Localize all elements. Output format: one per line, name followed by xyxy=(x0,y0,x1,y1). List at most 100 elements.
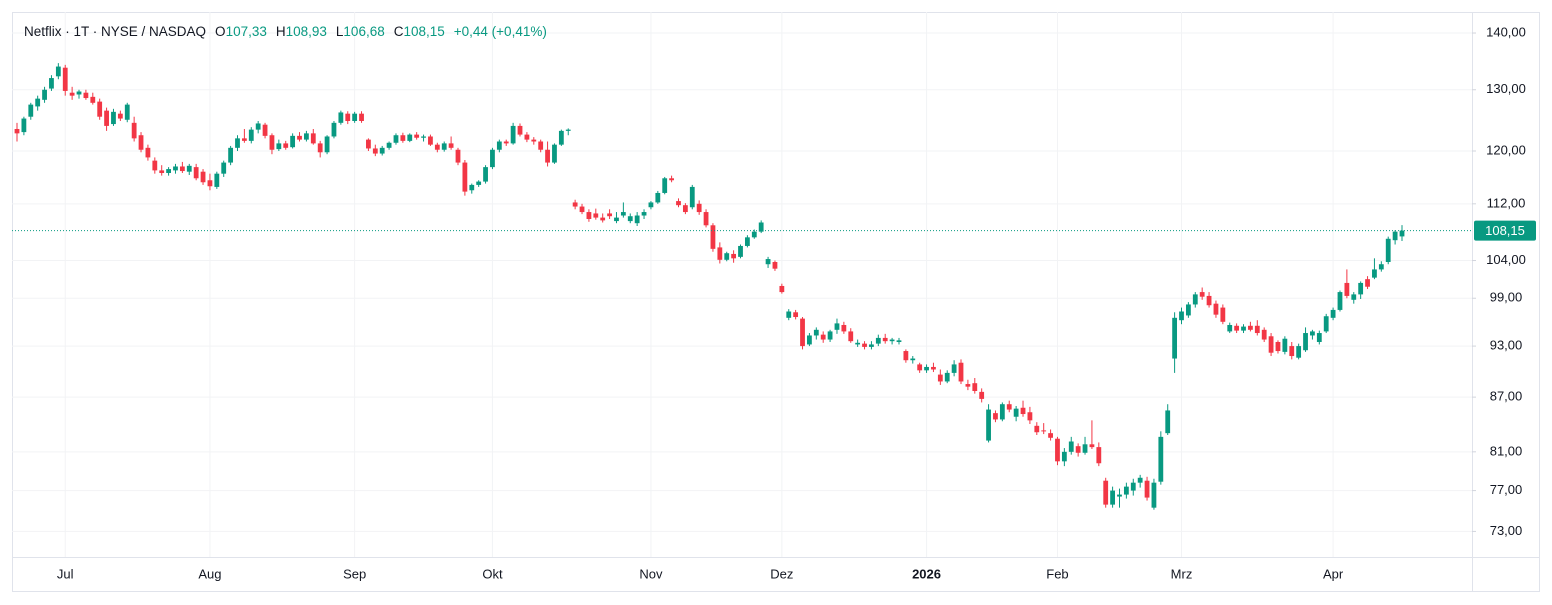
candle-body xyxy=(42,89,47,100)
candle-body xyxy=(393,135,399,143)
candle-body xyxy=(62,67,68,91)
candle-body xyxy=(1303,333,1308,351)
candle-body xyxy=(428,136,433,145)
candle-body xyxy=(131,122,137,139)
candle-body xyxy=(1158,436,1164,482)
candle-body xyxy=(1323,316,1329,332)
candle-body xyxy=(1068,441,1074,452)
ohlc-item: H108,93 xyxy=(276,24,327,39)
candle-body xyxy=(1213,303,1219,315)
candle-body xyxy=(786,311,792,318)
candle-body xyxy=(1241,326,1246,331)
candle-body xyxy=(951,364,957,373)
candle-body xyxy=(634,215,640,224)
x-tick-label: Apr xyxy=(1323,566,1344,581)
candle-body xyxy=(28,104,34,117)
candle-body xyxy=(903,351,909,361)
candle-body xyxy=(703,212,709,226)
candle-body xyxy=(1179,311,1184,321)
candle-body xyxy=(558,130,564,145)
candle-body xyxy=(1268,336,1274,353)
candle-body xyxy=(1061,451,1067,462)
y-tick-label: 140,00 xyxy=(1486,24,1526,39)
candle-body xyxy=(179,166,185,172)
candle-body xyxy=(1248,325,1253,330)
candle-body xyxy=(765,259,771,265)
candle-body xyxy=(965,384,971,387)
candle-body xyxy=(1385,238,1391,263)
candle-body xyxy=(331,122,337,137)
candle-body xyxy=(1254,325,1260,334)
symbol-legend: Netflix · 1T · NYSE / NASDAQ O107,33 H108… xyxy=(24,24,547,39)
x-tick-label: Feb xyxy=(1046,566,1068,581)
candle-body xyxy=(717,247,723,260)
candle-body xyxy=(1172,317,1178,359)
candle-body xyxy=(1206,295,1212,306)
candle-body xyxy=(290,135,296,148)
candle-body xyxy=(324,136,330,153)
candle-body xyxy=(476,181,482,185)
candle-body xyxy=(455,149,461,163)
candle-body xyxy=(999,404,1005,420)
last-price-label: 108,15 xyxy=(1485,223,1525,238)
candle-body xyxy=(986,409,991,441)
candle-body xyxy=(97,101,103,117)
candle-body xyxy=(283,143,289,148)
candle-body xyxy=(524,134,530,140)
candle-body xyxy=(579,206,585,213)
candle-body xyxy=(1144,480,1150,498)
ohlc-key: O xyxy=(215,24,226,39)
candle-body xyxy=(1130,482,1136,491)
ohlc-item: L106,68 xyxy=(336,24,385,39)
candle-body xyxy=(1337,292,1343,310)
candle-body xyxy=(434,144,440,150)
candle-body xyxy=(869,344,874,347)
candle-body xyxy=(662,178,668,193)
candle-body xyxy=(1330,309,1336,318)
candle-body xyxy=(841,324,847,332)
candle-body xyxy=(483,167,488,182)
candle-body xyxy=(1096,447,1102,464)
candle-body xyxy=(917,364,923,371)
candle-body xyxy=(565,129,571,131)
candle-body xyxy=(1372,269,1377,278)
candle-body xyxy=(820,334,826,340)
candle-body xyxy=(124,104,130,120)
y-tick-label: 81,00 xyxy=(1490,443,1523,458)
candle-body xyxy=(193,167,199,179)
candle-body xyxy=(1316,333,1322,342)
ohlc-item: C108,15 xyxy=(394,24,445,39)
candle-body xyxy=(834,323,840,330)
candle-body xyxy=(944,372,950,382)
candle-body xyxy=(937,374,943,382)
candle-body xyxy=(1075,446,1081,453)
y-tick-label: 104,00 xyxy=(1486,252,1526,267)
candle-body xyxy=(352,113,358,121)
candle-body xyxy=(1365,279,1370,287)
candle-body xyxy=(145,147,151,158)
candle-body xyxy=(669,178,675,181)
candle-body xyxy=(758,222,764,232)
candle-body xyxy=(1027,412,1033,421)
candle-body xyxy=(862,343,867,347)
candle-body xyxy=(221,162,227,174)
candle-body xyxy=(262,124,268,136)
x-tick-label: Jul xyxy=(57,566,74,581)
candle-body xyxy=(620,212,626,216)
candle-body xyxy=(1041,430,1047,432)
ohlc-item: O107,33 xyxy=(215,24,267,39)
y-tick-label: 93,00 xyxy=(1490,338,1523,353)
candle-body xyxy=(979,391,985,399)
candle-body xyxy=(200,171,206,183)
candle-body xyxy=(317,143,323,153)
y-tick-label: 99,00 xyxy=(1490,290,1523,305)
candle-body xyxy=(310,133,316,144)
grid xyxy=(12,12,1472,557)
candle-body xyxy=(600,217,606,221)
x-tick-label: Aug xyxy=(198,566,221,581)
candle-body xyxy=(83,92,89,99)
candle-body xyxy=(1151,482,1157,508)
candle-body xyxy=(1261,329,1267,340)
candle-body xyxy=(531,139,537,142)
candle-body xyxy=(496,141,502,150)
